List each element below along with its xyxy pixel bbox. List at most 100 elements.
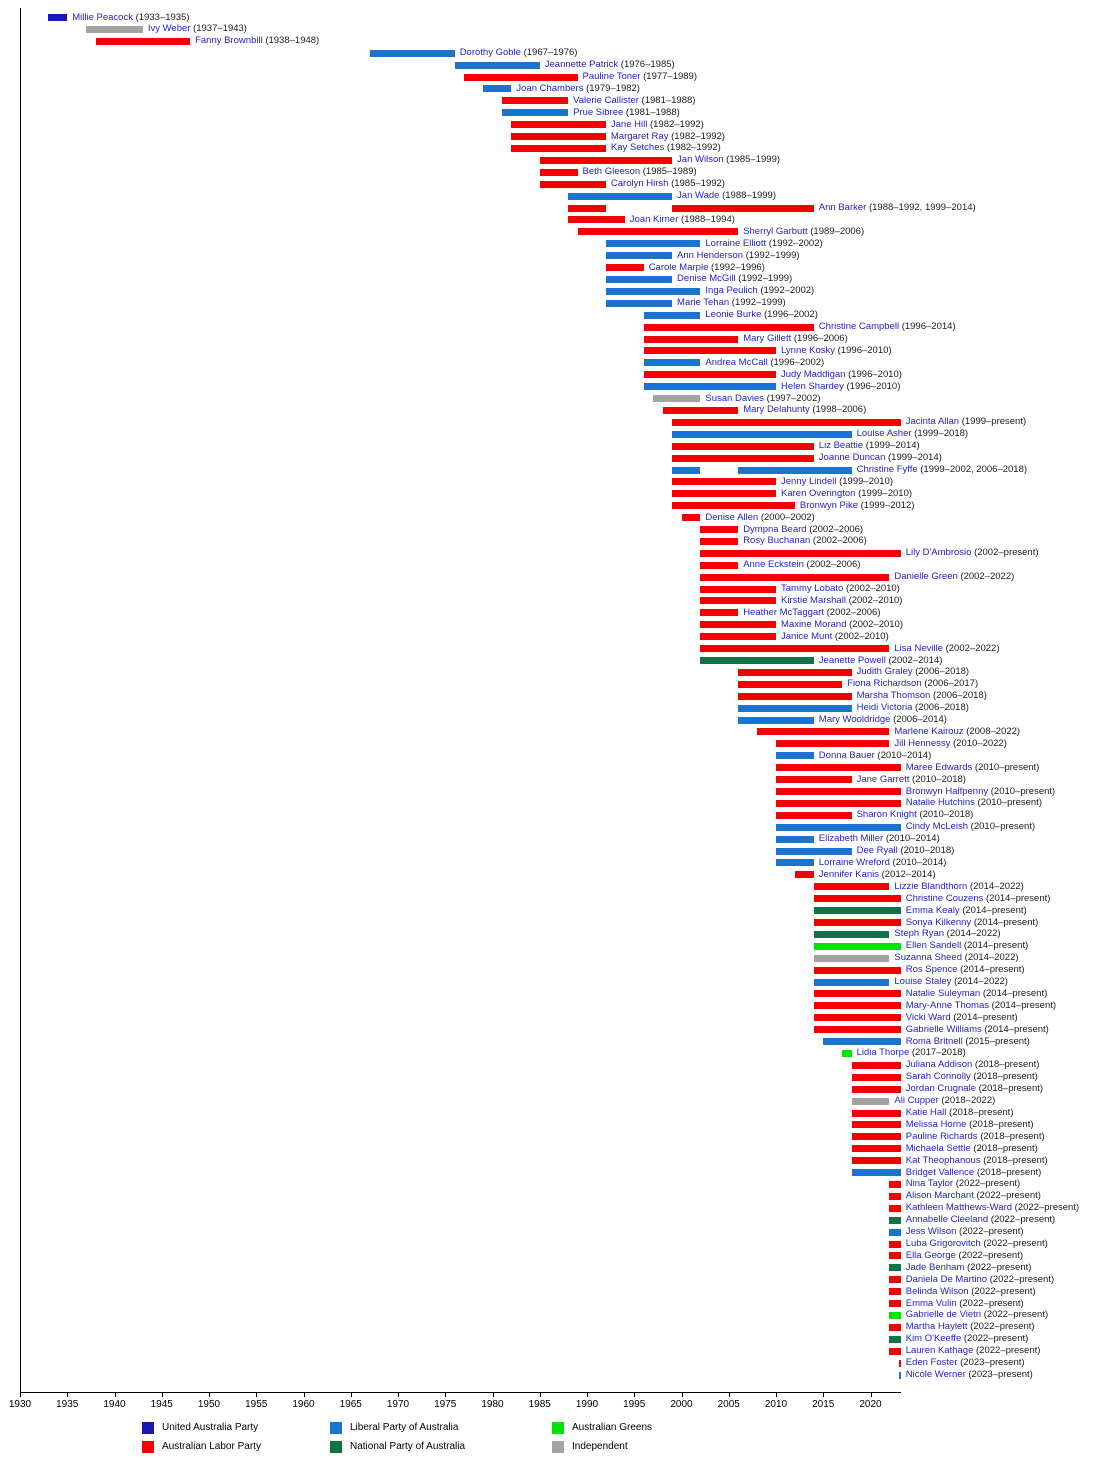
- member-name-link[interactable]: Helen Shardey: [781, 380, 844, 392]
- member-name-link[interactable]: Louise Asher: [856, 428, 912, 440]
- member-name-link[interactable]: Belinda Wilson: [905, 1285, 969, 1297]
- member-name-link[interactable]: Suzanna Sheed: [894, 952, 963, 964]
- member-name-link[interactable]: Bronwyn Pike: [799, 499, 858, 511]
- member-name-link[interactable]: Jade Benham: [905, 1261, 965, 1273]
- member-name-link[interactable]: Jess Wilson: [905, 1226, 957, 1238]
- member-name-link[interactable]: Gabrielle de Vietri: [905, 1309, 982, 1321]
- member-name-link[interactable]: Lorraine Elliott: [705, 237, 767, 249]
- member-name-link[interactable]: Roma Britnell: [905, 1035, 963, 1047]
- member-name-link[interactable]: Dee Ryall: [856, 845, 898, 857]
- member-name-link[interactable]: Jacinta Allan: [905, 416, 960, 428]
- member-name-link[interactable]: Sherryl Garbutt: [743, 225, 808, 237]
- member-name-link[interactable]: Jan Wilson: [677, 154, 724, 166]
- member-name-link[interactable]: Ros Spence: [905, 964, 958, 976]
- member-name-link[interactable]: Ellen Sandell: [905, 940, 962, 952]
- member-name-link[interactable]: Kay Setches: [610, 142, 665, 154]
- member-name-link[interactable]: Annabelle Cleeland: [905, 1214, 989, 1226]
- member-name-link[interactable]: Heidi Victoria: [856, 702, 913, 714]
- member-name-link[interactable]: Christine Fyffe: [856, 464, 918, 475]
- member-name-link[interactable]: Elizabeth Miller: [818, 833, 884, 845]
- member-name-link[interactable]: Ivy Weber: [147, 23, 191, 35]
- member-name-link[interactable]: Joan Kirner: [629, 213, 679, 225]
- member-name-link[interactable]: Joan Chambers: [516, 82, 584, 94]
- member-name-link[interactable]: Ali Cupper: [894, 1095, 939, 1107]
- member-name-link[interactable]: Carole Marple: [648, 261, 709, 273]
- member-name-link[interactable]: Jordan Crugnale: [905, 1083, 976, 1095]
- member-name-link[interactable]: Mary Gillett: [743, 333, 792, 345]
- member-name-link[interactable]: Dympna Beard: [743, 523, 807, 535]
- member-name-link[interactable]: Natalie Suleyman: [905, 987, 981, 999]
- member-name-link[interactable]: Vicki Ward: [905, 1011, 951, 1023]
- member-name-link[interactable]: Ella George: [905, 1249, 956, 1261]
- member-name-link[interactable]: Kim O'Keeffe: [905, 1333, 962, 1345]
- member-name-link[interactable]: Heather McTaggart: [743, 606, 824, 618]
- member-name-link[interactable]: Anne Eckstein: [743, 559, 804, 571]
- member-name-link[interactable]: Luba Grigorovitch: [905, 1238, 981, 1250]
- member-name-link[interactable]: Ann Barker: [818, 202, 867, 214]
- member-name-link[interactable]: Nicole Werner: [905, 1369, 966, 1380]
- member-name-link[interactable]: Jane Hill: [610, 118, 648, 130]
- member-name-link[interactable]: Janice Munt: [781, 630, 833, 642]
- member-name-link[interactable]: Sharon Knight: [856, 809, 917, 821]
- member-name-link[interactable]: Fanny Brownbill: [195, 35, 263, 47]
- member-name-link[interactable]: Donna Bauer: [818, 749, 875, 761]
- member-name-link[interactable]: Lisa Neville: [894, 642, 943, 654]
- member-name-link[interactable]: Rosy Buchanan: [743, 535, 811, 547]
- member-name-link[interactable]: Jeanette Powell: [818, 654, 886, 666]
- member-name-link[interactable]: Nina Taylor: [905, 1178, 954, 1190]
- member-name-link[interactable]: Fiona Richardson: [847, 678, 922, 690]
- member-name-link[interactable]: Emma Kealy: [905, 904, 960, 916]
- member-name-link[interactable]: Jane Garrett: [856, 773, 910, 785]
- member-name-link[interactable]: Carolyn Hirsh: [610, 178, 669, 190]
- member-name-link[interactable]: Pauline Richards: [905, 1130, 978, 1142]
- member-name-link[interactable]: Louise Staley: [894, 976, 952, 988]
- member-name-link[interactable]: Mary Delahunty: [743, 404, 810, 416]
- member-name-link[interactable]: Sonya Kilkenny: [905, 916, 972, 928]
- member-name-link[interactable]: Gabrielle Williams: [905, 1023, 982, 1035]
- member-name-link[interactable]: Judy Maddigan: [781, 368, 846, 380]
- member-name-link[interactable]: Pauline Toner: [582, 71, 641, 83]
- member-name-link[interactable]: Millie Peacock: [72, 11, 133, 23]
- member-name-link[interactable]: Sarah Connolly: [905, 1071, 971, 1083]
- member-name-link[interactable]: Bronwyn Halfpenny: [905, 785, 989, 797]
- member-name-link[interactable]: Leonie Burke: [705, 309, 762, 321]
- member-name-link[interactable]: Lorraine Wreford: [818, 856, 890, 868]
- member-name-link[interactable]: Lauren Kathage: [905, 1345, 974, 1357]
- member-name-link[interactable]: Christine Campbell: [818, 321, 900, 333]
- member-name-link[interactable]: Susan Davies: [705, 392, 765, 404]
- member-name-link[interactable]: Lizzie Blandthorn: [894, 880, 968, 892]
- member-name-link[interactable]: Valerie Callister: [573, 94, 639, 106]
- member-name-link[interactable]: Christine Couzens: [905, 892, 984, 904]
- member-name-link[interactable]: Inga Peulich: [705, 285, 758, 297]
- member-name-link[interactable]: Lidia Thorpe: [856, 1047, 910, 1059]
- member-name-link[interactable]: Kat Theophanous: [905, 1154, 981, 1166]
- member-name-link[interactable]: Kirstie Marshall: [781, 594, 846, 606]
- member-name-link[interactable]: Katie Hall: [905, 1107, 947, 1119]
- member-name-link[interactable]: Beth Gleeson: [582, 166, 641, 178]
- member-name-link[interactable]: Cindy McLeish: [905, 821, 969, 833]
- member-name-link[interactable]: Martha Haylett: [905, 1321, 968, 1333]
- member-name-link[interactable]: Jennifer Kanis: [818, 868, 879, 880]
- member-name-link[interactable]: Prue Sibree: [573, 106, 624, 118]
- member-name-link[interactable]: Lynne Kosky: [781, 344, 836, 356]
- member-name-link[interactable]: Maxine Morand: [781, 618, 847, 630]
- member-name-link[interactable]: Liz Beattie: [818, 440, 864, 452]
- member-name-link[interactable]: Michaela Settle: [905, 1142, 971, 1154]
- member-name-link[interactable]: Denise Allen: [705, 511, 759, 523]
- member-name-link[interactable]: Daniela De Martino: [905, 1273, 988, 1285]
- member-name-link[interactable]: Judith Graley: [856, 666, 913, 678]
- member-name-link[interactable]: Emma Vulin: [905, 1297, 957, 1309]
- member-name-link[interactable]: Danielle Green: [894, 571, 958, 583]
- member-name-link[interactable]: Kathleen Matthews-Ward: [905, 1202, 1013, 1214]
- member-name-link[interactable]: Alison Marchant: [905, 1190, 974, 1202]
- member-name-link[interactable]: Jill Hennessy: [894, 737, 951, 749]
- member-name-link[interactable]: Lily D'Ambrosio: [905, 547, 972, 559]
- member-name-link[interactable]: Marsha Thomson: [856, 690, 931, 702]
- member-name-link[interactable]: Tammy Lobato: [781, 583, 844, 595]
- member-name-link[interactable]: Ann Henderson: [677, 249, 744, 261]
- member-name-link[interactable]: Margaret Ray: [610, 130, 669, 142]
- member-name-link[interactable]: Dorothy Goble: [459, 47, 521, 59]
- member-name-link[interactable]: Steph Ryan: [894, 928, 945, 940]
- member-name-link[interactable]: Joanne Duncan: [818, 452, 886, 464]
- member-name-link[interactable]: Jeannette Patrick: [544, 59, 619, 71]
